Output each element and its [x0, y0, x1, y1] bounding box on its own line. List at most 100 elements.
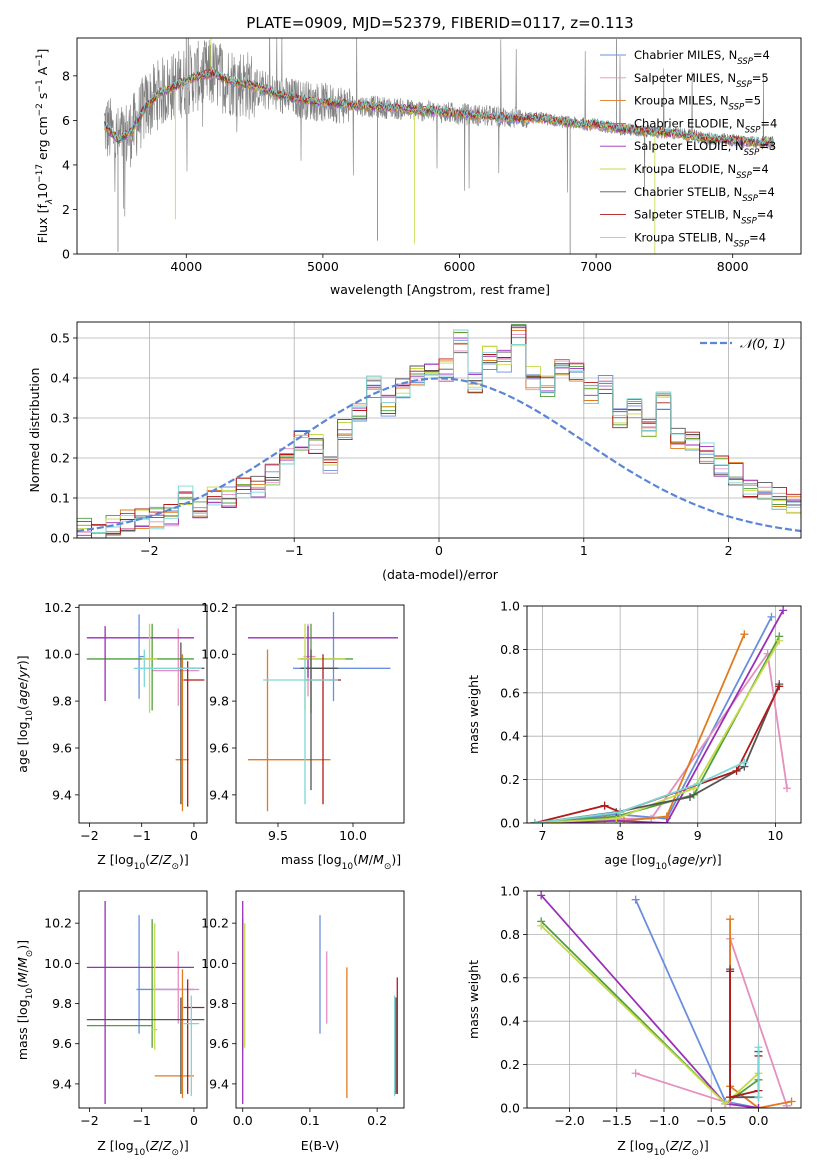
spectrum-ylabel-part: ]	[35, 49, 50, 54]
mass-vs-ebv-axes: 0.0 0.1 0.2 9.4 9.6 9.8 10.0 10.2 E(B-V)	[201, 890, 405, 1153]
series-marker	[721, 1099, 730, 1108]
age-vs-z-ylabel-part: age	[15, 682, 30, 706]
age-vs-mass-xlabel: mass [log10(M/M⊙)]	[281, 852, 401, 872]
histogram-chabrier-elodie	[77, 324, 801, 538]
massweight-vs-z-ytick-label: 0.8	[500, 927, 520, 942]
legend-label-name: Chabrier ELODIE, N	[634, 116, 745, 130]
age-vs-z-ylabel-part: age [log	[15, 721, 30, 772]
legend-label-sub: SSP	[741, 217, 757, 227]
figure-title: PLATE=0909, MJD=52379, FIBERID=0117, z=0…	[246, 14, 633, 32]
legend-label-n: =4	[752, 162, 769, 176]
massweight-vs-z-ytick-label: 1.0	[500, 884, 520, 899]
legend-label-n: =4	[757, 208, 774, 222]
mass-vs-z-ylabel-part: 10	[25, 988, 35, 1000]
massweight-vs-age-xtick-label: 8	[616, 828, 624, 843]
mass-vs-z-ylabel-part: (	[15, 983, 30, 988]
massweight-vs-z-xtick-label: −0.5	[696, 1113, 726, 1128]
mass-vs-z-ylabel-part: )]	[15, 940, 30, 950]
age-vs-mass-xlabel-part: M	[358, 852, 369, 867]
age-vs-mass-xlabel-part: M	[373, 852, 384, 867]
massweight-vs-age-xlabel-part: )]	[712, 852, 722, 867]
spectrum-xtick-label: 5000	[307, 259, 339, 274]
massweight-vs-z-xlabel-part: 10	[654, 1148, 666, 1158]
series-marker	[537, 921, 546, 930]
legend-label-sub: SSP	[736, 80, 752, 90]
residual-ytick-label: 0.2	[50, 451, 70, 466]
mass-vs-ebv-ytick-label: 9.8	[209, 996, 229, 1011]
legend-label: Chabrier MILES, NSSP=4	[634, 48, 770, 67]
massweight-vs-z-ytick-label: 0.6	[500, 970, 520, 985]
series-line-chabrier-elodie	[540, 920, 760, 1105]
massweight-vs-age-ytick-label: 0.2	[500, 772, 520, 787]
mass-vs-z-ylabel-part: ⊙	[25, 950, 35, 958]
mass-vs-z-ytick-label: 10.2	[44, 916, 72, 931]
legend-label: Salpeter MILES, NSSP=5	[634, 71, 769, 90]
series-marker	[732, 766, 741, 775]
legend-label-n: =4	[760, 116, 777, 130]
residual-xlabel: (data-model)/error	[382, 567, 499, 582]
series-marker	[726, 915, 735, 924]
series-marker	[740, 630, 749, 639]
legend-label: Chabrier ELODIE, NSSP=4	[634, 116, 777, 135]
legend-label-name: Chabrier STELIB, N	[634, 185, 742, 199]
massweight-vs-z-ytick-label: 0.0	[500, 1101, 520, 1116]
age-vs-mass-xlabel-part: 10	[342, 862, 354, 872]
age-vs-z-xlabel-part: (	[145, 852, 150, 867]
series-marker	[631, 895, 640, 904]
age-vs-z-xlabel-part: )]	[179, 852, 189, 867]
residual-ytick-label: 0.1	[50, 491, 70, 506]
massweight-vs-age-xtick-label: 10	[767, 828, 783, 843]
age-vs-z-frame	[78, 604, 208, 824]
massweight-vs-z-frame	[526, 890, 802, 1109]
massweight-vs-z-plot-area	[537, 891, 796, 1108]
legend-label: Chabrier STELIB, NSSP=4	[634, 185, 775, 204]
series-line-salpeter-elodie	[540, 894, 759, 1108]
mass-vs-ebv-ytick-label: 10.0	[201, 956, 229, 971]
series-line-kroupa-stelib	[534, 761, 745, 823]
series-marker	[767, 612, 776, 621]
legend-label: Kroupa ELODIE, NSSP=4	[634, 162, 769, 181]
legend-label-name: Salpeter STELIB, N	[634, 208, 741, 222]
age-vs-z-ylabel-part: yr	[15, 664, 30, 678]
massweight-vs-age-plot-area	[530, 606, 792, 823]
spectrum-xtick-label: 4000	[170, 259, 202, 274]
spectrum-frame	[76, 37, 802, 255]
residual-xtick-label: −2	[140, 543, 158, 558]
residual-xtick-label: 0	[435, 543, 443, 558]
series-marker	[600, 801, 609, 810]
residual-ytick-label: 0.5	[50, 331, 70, 346]
histogram-kroupa-stelib	[77, 329, 801, 533]
mass-vs-ebv-ytick-label: 9.4	[209, 1076, 229, 1091]
massweight-vs-age-xlabel-part: age	[672, 852, 696, 867]
series-line-kroupa-elodie	[534, 640, 781, 823]
massweight-vs-z-xlabel-part: Z	[669, 1138, 679, 1153]
age-vs-mass-plot-area	[248, 612, 398, 812]
mass-vs-z-xlabel-part: /	[159, 1138, 164, 1153]
age-vs-z-ytick-label: 10.2	[44, 600, 72, 615]
spectrum-ylabel-part: Flux [f	[35, 204, 50, 244]
age-vs-z-ytick-label: 10.0	[44, 647, 72, 662]
age-vs-mass-ytick-label: 10.2	[201, 600, 229, 615]
series-marker	[754, 1104, 763, 1108]
residual-axes: −2 −1 0 1 2 0.0 0.1 0.2 0.3 0.4 0.5 𝒩(0, 1) (data-mo…	[27, 321, 802, 582]
series-marker	[754, 1043, 763, 1052]
mass-vs-z-ylabel-part: /	[15, 967, 30, 972]
series-marker	[662, 819, 671, 823]
legend-label-name: Chabrier MILES, N	[634, 48, 737, 62]
mass-vs-z-ytick-label: 9.8	[52, 996, 72, 1011]
age-vs-mass-frame	[235, 604, 405, 824]
spectrum-ylabel-part: −17	[35, 164, 45, 183]
legend-label-sub: SSP	[737, 57, 753, 67]
mass-vs-ebv-plot-area	[242, 901, 398, 1104]
massweight-vs-age-xlabel-part: (	[667, 852, 672, 867]
mass-vs-z-frame	[78, 890, 208, 1109]
legend-label-n: =4	[758, 185, 775, 199]
age-vs-z-xtick-label: 0	[190, 828, 198, 843]
age-vs-z-xtick-label: −1	[132, 828, 150, 843]
legend-label-sub: SSP	[744, 148, 760, 158]
mass-vs-ebv-xtick-label: 0.2	[367, 1113, 387, 1128]
spectrum-ylabel-part: −1	[35, 79, 45, 92]
series-marker	[530, 819, 539, 823]
spectrum-ylabel-part: −2	[35, 103, 45, 116]
